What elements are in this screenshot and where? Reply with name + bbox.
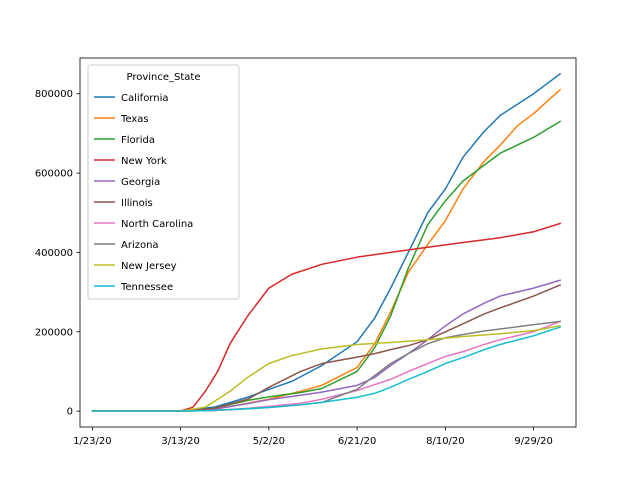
y-tick-label: 800000 (35, 89, 73, 100)
legend-label: Florida (121, 135, 155, 146)
x-tick-label: 3/13/20 (161, 436, 200, 447)
x-tick-label: 9/29/20 (514, 436, 553, 447)
x-tick-label: 5/2/20 (253, 436, 285, 447)
x-tick-label: 8/10/20 (426, 436, 465, 447)
plot-area (91, 72, 562, 412)
series-line-california (91, 72, 562, 412)
series-line-georgia (91, 279, 562, 412)
legend-frame (87, 64, 240, 300)
series-line-illinois (91, 283, 562, 412)
axes-frame (79, 57, 577, 428)
series-line-tennessee (91, 326, 562, 412)
legend-label: North Carolina (121, 219, 193, 230)
legend-label: California (121, 93, 169, 104)
legend-label: New Jersey (121, 261, 177, 272)
legend-label: Tennessee (120, 282, 173, 293)
legend-label: Texas (120, 114, 149, 125)
y-axis: 0 200000 400000 600000 800000 (35, 89, 80, 418)
series-line-florida (91, 120, 562, 412)
series-line-new-york (91, 222, 562, 412)
legend-label: Georgia (121, 177, 160, 188)
x-tick-label: 1/23/20 (73, 436, 112, 447)
x-axis: 1/23/20 3/13/20 5/2/20 6/21/20 8/10/20 9/29/2… (73, 427, 553, 447)
legend-title: Province_State (126, 72, 200, 83)
legend-label: Illinois (121, 198, 153, 209)
legend: Province_State California Texas Florida New … (87, 64, 240, 300)
y-tick-label: 400000 (35, 248, 73, 259)
legend-label: Arizona (121, 240, 159, 251)
x-tick-label: 6/21/20 (338, 436, 377, 447)
y-tick-label: 0 (67, 407, 73, 418)
y-tick-label: 600000 (35, 169, 73, 180)
y-tick-label: 200000 (35, 327, 73, 338)
series-line-new-jersey (91, 324, 561, 412)
legend-label: New York (121, 156, 167, 167)
